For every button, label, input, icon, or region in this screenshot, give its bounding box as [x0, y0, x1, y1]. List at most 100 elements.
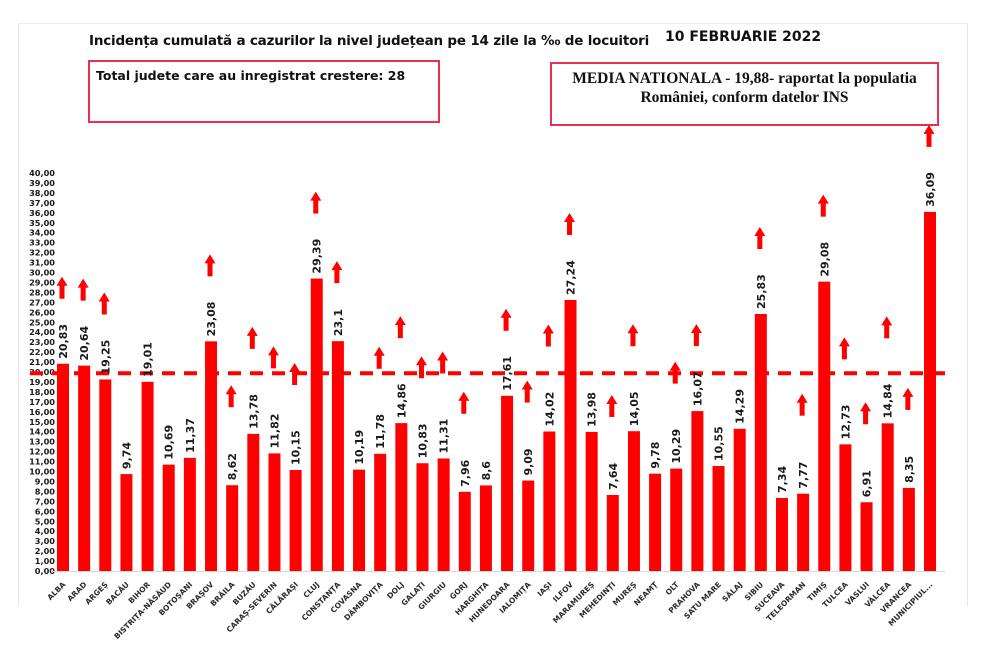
y-tick-label: 7,00 [35, 496, 56, 506]
value-label: 7,96 [459, 459, 472, 486]
arrow-shaft [461, 399, 467, 414]
y-tick-label: 15,00 [29, 417, 55, 427]
value-label: 9,09 [522, 448, 535, 475]
arrow-head [606, 394, 618, 404]
bar [881, 423, 894, 571]
y-tick-label: 17,00 [29, 397, 55, 407]
arrow-shaft [440, 359, 446, 374]
y-tick-label: 18,00 [29, 387, 55, 397]
y-tick-label: 30,00 [29, 268, 55, 278]
arrow-head [542, 324, 554, 334]
chart-frame [18, 23, 968, 606]
bar [99, 379, 112, 571]
bar [437, 458, 450, 571]
arrow-shaft [270, 354, 276, 369]
y-tick-label: 13,00 [29, 437, 55, 447]
value-label: 11,78 [374, 414, 387, 449]
y-tick-label: 12,00 [29, 447, 55, 457]
value-label: 14,29 [734, 389, 747, 424]
arrow-head [373, 346, 385, 356]
bar [670, 468, 683, 571]
national-average-line1: MEDIA NATIONALA - 19,88- raportat la pop… [572, 70, 917, 87]
bar [141, 381, 154, 571]
increase-arrow-icon [754, 226, 766, 249]
x-category-label: BACĂU [104, 580, 131, 607]
value-label: 8,35 [903, 456, 916, 483]
y-tick-label: 21,00 [29, 357, 55, 367]
x-axis-labels: ALBAARADARGEȘBACĂUBIHORBISTRIȚA-NĂSĂUDBO… [45, 579, 934, 641]
y-tick-label: 8,00 [35, 486, 56, 496]
y-tick-label: 27,00 [29, 297, 55, 307]
national-average-box: MEDIA NATIONALA - 19,88- raportat la pop… [550, 62, 939, 126]
increase-arrow-icon [458, 391, 470, 414]
bar [564, 299, 577, 571]
value-label: 10,19 [353, 430, 366, 465]
increase-arrows [56, 124, 935, 425]
bar [649, 473, 662, 571]
bar [924, 211, 936, 572]
increase-arrow-icon [310, 191, 322, 214]
arrow-head [521, 380, 533, 390]
y-tick-label: 4,00 [35, 526, 56, 536]
bar [268, 453, 281, 571]
arrow-head [56, 276, 68, 286]
x-category-label: ALBA [45, 580, 67, 602]
increase-arrow-icon [627, 324, 639, 347]
value-label: 10,83 [416, 423, 429, 458]
value-label: 7,77 [797, 462, 810, 489]
arrow-shaft [418, 364, 424, 379]
y-tick-label: 31,00 [29, 258, 55, 268]
arrow-head [923, 124, 935, 134]
arrow-shaft [820, 202, 826, 217]
bar [627, 431, 640, 571]
value-label: 27,24 [565, 260, 578, 295]
bar [775, 497, 788, 571]
bar [374, 453, 387, 571]
arrow-shaft [101, 300, 107, 315]
bar [754, 313, 767, 571]
arrow-shaft [397, 324, 403, 339]
bar [797, 493, 810, 571]
arrow-head [860, 402, 872, 412]
arrow-head [437, 351, 449, 361]
bar [839, 444, 852, 571]
value-label: 10,55 [713, 426, 726, 461]
y-tick-label: 22,00 [29, 347, 55, 357]
value-label: 23,1 [332, 309, 345, 336]
bar [691, 411, 704, 571]
increase-arrow-icon [796, 393, 808, 416]
increase-arrow-icon [289, 363, 301, 386]
y-tick-label: 39,00 [29, 178, 55, 188]
y-tick-label: 3,00 [35, 536, 56, 546]
arrow-shaft [249, 334, 255, 349]
arrow-shaft [503, 316, 509, 331]
y-tick-label: 6,00 [35, 506, 56, 516]
increase-arrow-icon [669, 361, 681, 384]
y-tick-label: 5,00 [35, 516, 56, 526]
y-tick-label: 19,00 [29, 377, 55, 387]
arrow-head [289, 363, 301, 373]
arrow-head [690, 324, 702, 334]
increase-arrow-icon [606, 394, 618, 417]
arrow-head [246, 326, 258, 336]
arrow-shaft [292, 371, 298, 386]
bar [543, 431, 556, 571]
arrow-head [267, 346, 279, 356]
increase-arrow-icon [267, 346, 279, 369]
bar [712, 466, 725, 571]
y-tick-label: 24,00 [29, 327, 55, 337]
y-tick-label: 11,00 [29, 457, 55, 467]
increase-arrow-icon [817, 194, 829, 217]
bar [310, 278, 323, 571]
value-label: 36,09 [924, 172, 937, 207]
bar [247, 433, 260, 571]
value-label: 14,05 [628, 391, 641, 426]
value-label: 13,98 [586, 392, 599, 427]
arrow-shaft [799, 401, 805, 416]
increase-arrow-icon [564, 212, 576, 235]
bar [205, 341, 218, 571]
arrow-shaft [313, 199, 319, 214]
value-label: 19,25 [99, 340, 112, 375]
bar [353, 469, 366, 571]
